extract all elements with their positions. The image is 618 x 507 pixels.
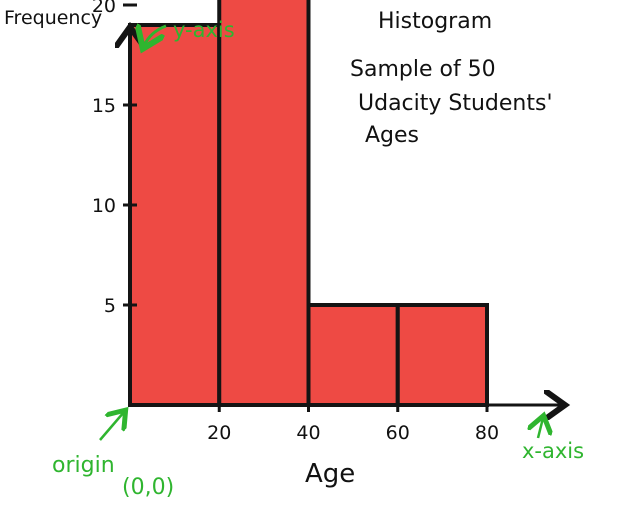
- y-axis-annotation: y-axis: [173, 18, 235, 42]
- y-tick-label-20: 20: [92, 0, 116, 17]
- y-tick-label-5: 5: [104, 295, 116, 317]
- x-tick-label-60: 60: [386, 422, 410, 444]
- x-tick-label-80: 80: [475, 422, 499, 444]
- y-axis-annotation-arrow: [144, 26, 167, 46]
- origin-annotation: origin: [52, 453, 115, 478]
- subtitle-line-1: Sample of 50: [350, 57, 496, 82]
- y-ticks-group: 5 10 15 20: [92, 0, 137, 317]
- subtitle-line-3: Ages: [365, 123, 419, 148]
- y-tick-label-10: 10: [92, 195, 116, 217]
- origin-coordinate: (0,0): [122, 475, 174, 500]
- x-axis-label: Age: [305, 459, 355, 489]
- y-tick-label-15: 15: [92, 95, 116, 117]
- origin-annotation-arrow: [99, 412, 124, 441]
- chart-title: Histogram: [378, 9, 492, 34]
- histogram-bar-4: [395, 303, 489, 407]
- x-tick-label-20: 20: [207, 422, 231, 444]
- y-axis-label: Frequency: [4, 7, 102, 29]
- subtitle-line-2: Udacity Students': [358, 91, 553, 116]
- histogram-bar-3: [306, 303, 400, 407]
- histogram-bar-1: [128, 23, 222, 407]
- x-ticks-group: 20 40 60 80: [207, 398, 499, 444]
- x-axis-annotation: x-axis: [522, 439, 584, 463]
- x-axis-annotation-arrow: [538, 418, 543, 439]
- histogram-bar-2: [217, 0, 311, 407]
- x-tick-label-40: 40: [296, 422, 320, 444]
